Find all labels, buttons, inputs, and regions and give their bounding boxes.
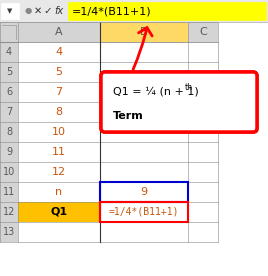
Bar [0,82,18,102]
Bar [0,222,18,242]
Bar [188,82,218,102]
FancyBboxPatch shape [103,74,259,134]
Bar [0,102,18,122]
Bar [18,142,100,162]
Bar [188,102,218,122]
Text: C: C [199,27,207,37]
Text: th: th [185,83,193,92]
Bar [1,3,19,19]
Bar [0,162,18,182]
Bar [18,202,100,222]
Bar [0,0,268,22]
Text: 6: 6 [6,87,12,97]
Bar [0,62,18,82]
Text: Q1: Q1 [50,207,68,217]
Bar [188,142,218,162]
Bar [100,202,188,222]
Text: ▼: ▼ [7,8,13,14]
Bar [18,22,100,42]
Text: ✓: ✓ [44,6,52,16]
Bar [100,182,188,202]
Bar [100,82,188,102]
Bar [100,102,188,122]
Bar [188,22,218,42]
Text: Term: Term [113,111,144,121]
Bar [100,62,188,82]
Text: 9: 9 [140,187,148,197]
Bar [188,202,218,222]
Bar [18,182,100,202]
FancyBboxPatch shape [101,72,257,132]
Bar [0,182,18,202]
Bar [188,62,218,82]
Bar [188,182,218,202]
Text: 7: 7 [6,107,12,117]
Text: 12: 12 [3,207,15,217]
Text: B: B [140,27,148,37]
Text: 5: 5 [6,67,12,77]
Text: 11: 11 [3,187,15,197]
Bar [18,102,100,122]
Text: 5: 5 [55,67,62,77]
Text: 9: 9 [6,147,12,157]
Bar [18,222,100,242]
Text: n: n [55,187,62,197]
Bar [0,142,18,162]
Text: 8: 8 [6,127,12,137]
Bar [100,182,188,202]
Text: ✕: ✕ [34,6,42,16]
Bar [188,122,218,142]
Text: 7: 7 [55,87,62,97]
Bar [100,42,188,62]
Bar [0,202,18,222]
Bar [18,82,100,102]
Bar [18,162,100,182]
Text: 10: 10 [52,127,66,137]
Text: 4: 4 [6,47,12,57]
Bar [100,122,188,142]
Text: 8: 8 [55,107,62,117]
Bar [100,202,188,222]
FancyArrowPatch shape [133,28,152,70]
Text: ●: ● [24,7,32,15]
Bar [68,2,266,20]
Bar [0,22,18,42]
Bar [18,122,100,142]
Text: 11: 11 [52,147,66,157]
Text: 4: 4 [55,47,62,57]
Text: fx: fx [54,6,64,16]
Text: Q1 = ¼ (n + 1): Q1 = ¼ (n + 1) [113,87,199,97]
Bar [188,162,218,182]
Bar [100,162,188,182]
Text: A: A [55,27,63,37]
Bar [18,62,100,82]
Bar [0,122,18,142]
Bar [100,142,188,162]
FancyBboxPatch shape [101,72,257,132]
Text: =1/4*(B11+1): =1/4*(B11+1) [109,207,179,217]
Text: =1/4*(B11+1): =1/4*(B11+1) [72,6,152,16]
Bar [188,222,218,242]
Bar [18,42,100,62]
Bar [0,42,18,62]
Bar [188,42,218,62]
Bar [100,22,188,42]
Text: 12: 12 [52,167,66,177]
Text: 10: 10 [3,167,15,177]
Bar [100,222,188,242]
Text: 13: 13 [3,227,15,237]
